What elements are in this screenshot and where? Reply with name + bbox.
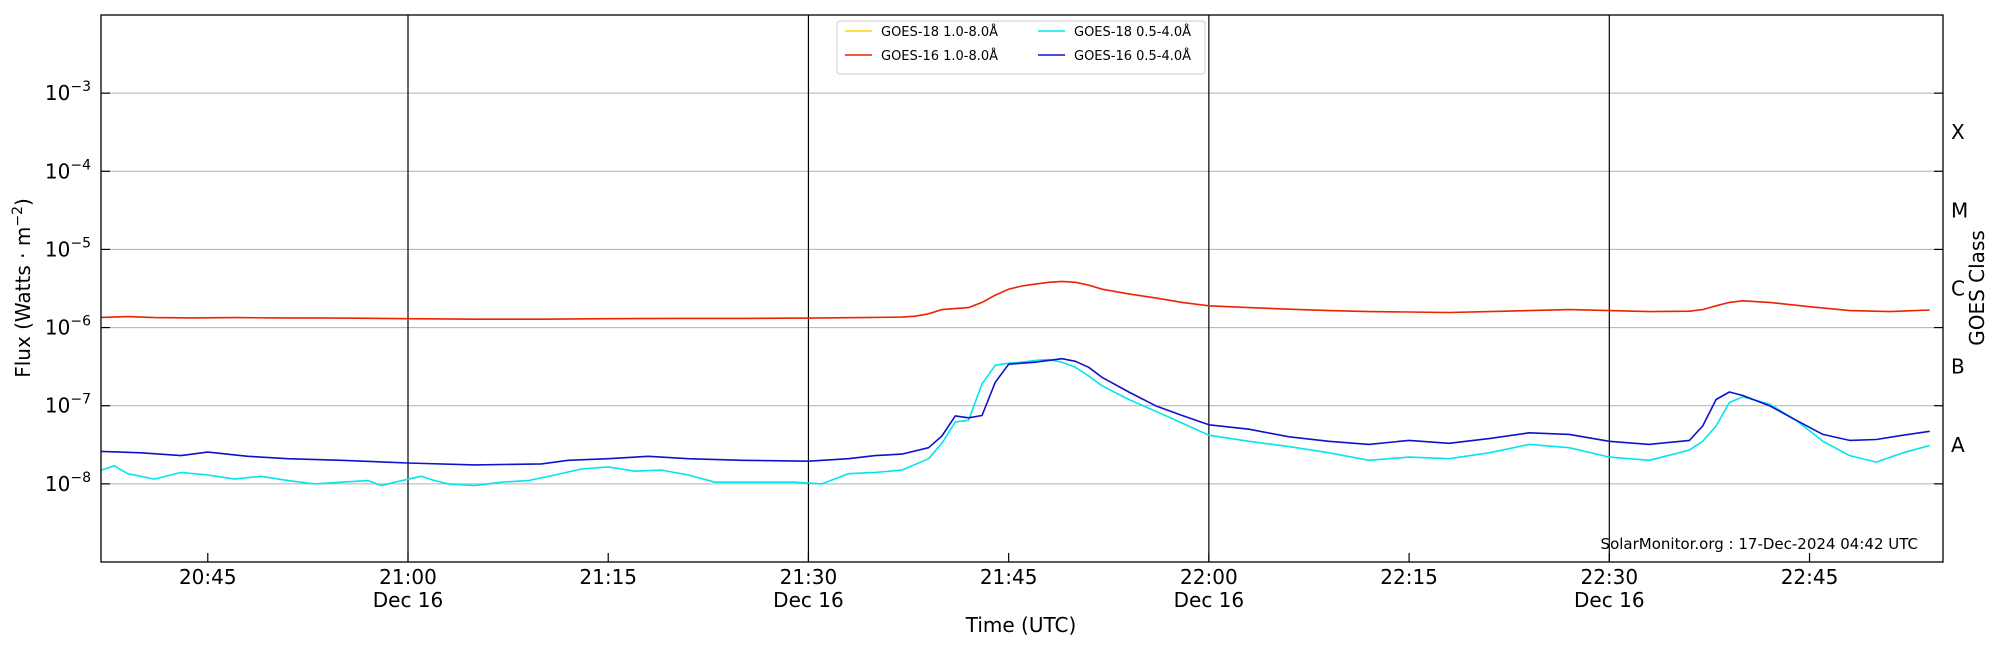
y-tick-label: 10−6: [45, 314, 91, 340]
x-tick-date-label: Dec 16: [1174, 588, 1245, 612]
goes-class-label: A: [1951, 433, 1965, 457]
legend-label: GOES-18 0.5-4.0Å: [1074, 24, 1191, 40]
y-tick-exponent: −8: [70, 470, 91, 486]
x-tick-label: 22:30: [1580, 565, 1638, 589]
goes-class-label: C: [1951, 277, 1965, 301]
y-tick-base: 10: [45, 237, 70, 261]
legend-label: GOES-16 0.5-4.0Å: [1074, 48, 1191, 64]
y-axis-title-suffix: ): [11, 198, 35, 206]
y-axis-ticks: 10−810−710−610−510−410−3: [45, 79, 1943, 496]
y-tick-exponent: −6: [70, 314, 91, 330]
legend-box: [836, 20, 1206, 75]
x-tick-label: 21:30: [780, 565, 838, 589]
x-tick-label: 22:15: [1380, 565, 1438, 589]
x-tick-label: 21:45: [980, 565, 1038, 589]
x-tick-label: 21:15: [579, 565, 637, 589]
y-tick-exponent: −5: [70, 235, 91, 251]
goes-class-label: X: [1951, 120, 1965, 144]
legend-label: GOES-16 1.0-8.0Å: [881, 48, 998, 64]
y-tick-exponent: −4: [70, 157, 91, 173]
day-separator-lines: [407, 15, 1610, 562]
y-axis-title: Flux (Watts · m−2): [10, 198, 35, 378]
x-tick-date-label: Dec 16: [773, 588, 844, 612]
series-line: [100, 358, 1930, 487]
goes-class-label: M: [1951, 198, 1968, 222]
y-tick-base: 10: [45, 394, 70, 418]
y-tick-base: 10: [45, 472, 70, 496]
series-line: [100, 280, 1930, 321]
y-tick-label: 10−7: [45, 392, 91, 418]
y-tick-base: 10: [45, 316, 70, 340]
credit-text: SolarMonitor.org : 17-Dec-2024 04:42 UTC: [1601, 535, 1918, 553]
y-tick-base: 10: [45, 81, 70, 105]
x-tick-date-label: Dec 16: [373, 588, 444, 612]
y-tick-exponent: −7: [70, 392, 91, 408]
plot-frame: [100, 14, 1944, 563]
y-tick-exponent: −3: [70, 79, 91, 95]
x-tick-label: 21:00: [379, 565, 437, 589]
series-line: [100, 357, 1930, 466]
y-tick-label: 10−3: [45, 79, 91, 105]
legend-label: GOES-18 1.0-8.0Å: [881, 24, 998, 40]
x-tick-date-label: Dec 16: [1574, 588, 1645, 612]
legend: GOES-18 1.0-8.0Å GOES-16 1.0-8.0Å GOES-18 …: [836, 20, 1206, 75]
x-tick-label: 20:45: [179, 565, 237, 589]
x-tick-label: 22:45: [1781, 565, 1839, 589]
right-axis-title: GOES Class: [1965, 230, 1989, 346]
y-axis-title-prefix: Flux (Watts · m: [11, 227, 35, 378]
y-tick-base: 10: [45, 159, 70, 183]
x-axis-title: Time (UTC): [965, 613, 1077, 637]
goes-class-label: B: [1951, 355, 1965, 379]
y-tick-label: 10−5: [45, 235, 91, 261]
y-tick-label: 10−4: [45, 157, 91, 183]
y-axis-title-exponent: −2: [10, 206, 26, 227]
flux-series-layer: [100, 280, 1930, 487]
x-tick-label: 22:00: [1180, 565, 1238, 589]
goes-class-labels: A B C M X: [1951, 120, 1968, 457]
y-tick-label: 10−8: [45, 470, 91, 496]
